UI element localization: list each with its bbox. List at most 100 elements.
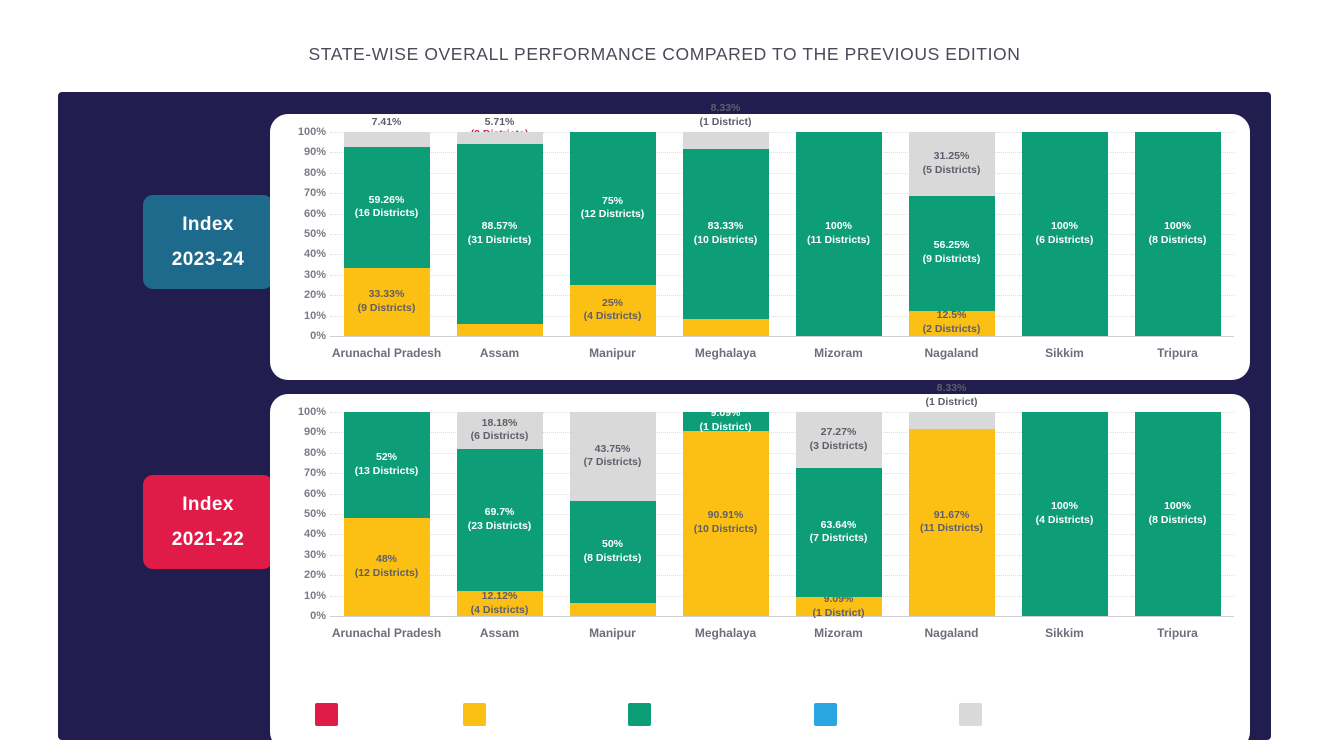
y-axis-tick: 10%	[303, 309, 326, 322]
bar-segment[interactable]: 59.26% (16 Districts)	[343, 147, 430, 269]
bar-segment[interactable]: 5.71%	[456, 116, 543, 144]
bar-segment-label: 90.91% (10 Districts)	[693, 509, 758, 536]
bar-segment-label: 63.64% (7 Districts)	[809, 518, 868, 545]
bar-group[interactable]: 100% (8 Districts)	[1134, 132, 1221, 336]
bar-segment-label: 56.25% (9 Districts)	[922, 239, 981, 266]
bar-segment[interactable]: 100% (6 Districts)	[1021, 132, 1108, 336]
legend-label: Performer (50-64)	[494, 707, 606, 722]
bar-segment[interactable]: 43.75% (7 Districts)	[569, 412, 656, 502]
bar-segment[interactable]: 8.33%(1 District)	[908, 382, 995, 429]
bar-segment-label: 27.27% (3 Districts)	[809, 425, 868, 452]
bar-segment[interactable]: 31.25% (5 Districts)	[908, 132, 995, 196]
bar-segment-label: 50% (8 Districts)	[583, 538, 642, 565]
gridline	[330, 575, 1234, 577]
bar-segment-label: 91.67% (11 Districts)	[919, 508, 984, 535]
page-title: STATE-WISE OVERALL PERFORMANCE COMPARED …	[308, 44, 1021, 64]
bar-group[interactable]: 100% (11 Districts)	[795, 132, 882, 336]
bar-segment-label: 7.41%	[371, 116, 402, 129]
bar-group[interactable]: 8.33%(1 District) 83.33%(10 Districts) 8.3…	[682, 102, 769, 336]
bar-group[interactable]: 5.71%(2 Districts)88.57%(31 Districts)(2…	[456, 116, 543, 336]
bar-segment[interactable]: 69.7% (23 Districts)	[456, 449, 543, 592]
index-badge-2021-22: Index 2021-22	[143, 475, 273, 569]
gridline	[330, 616, 1234, 617]
bar-segment[interactable]: 52% (13 Districts)	[343, 412, 430, 519]
bar-segment[interactable]: 100% (11 Districts)	[795, 132, 882, 336]
y-axis: 100% 90% 80% 70% 60% 50% 40% 30% 20% 10% 0%	[284, 406, 326, 622]
legend-label: Aspirant (0-49)	[346, 707, 441, 722]
bar-segment[interactable]: 12.12% (4 Districts)	[456, 589, 543, 616]
gridline	[330, 554, 1234, 556]
bar-group[interactable]: 33.33%(9 Districts)59.26%(16 Districts)(…	[343, 116, 430, 336]
bar-segment[interactable]: 100% (8 Districts)	[1134, 412, 1221, 616]
bar-segment[interactable]: 7.41%	[343, 116, 430, 148]
gridline	[330, 534, 1234, 536]
bar-segment[interactable]: 9.09% (1 District)	[795, 593, 882, 619]
bar-segment[interactable]: 33.33% (9 Districts)	[343, 268, 430, 336]
bar-segment[interactable]: 100% (8 Districts)	[1134, 132, 1221, 336]
bar-segment-label: 88.57% (31 Districts)	[467, 220, 532, 247]
y-axis-tick: 70%	[303, 187, 326, 200]
bar-group[interactable]: 12.5% (2 Districts) 56.25% (9 Districts) 31.…	[908, 132, 995, 336]
y-axis-tick: 30%	[303, 548, 326, 561]
legend-item[interactable]: Front Runner (65-99)	[627, 703, 792, 726]
legend-item[interactable]: Performer (50-64)	[462, 703, 606, 726]
bar-segment[interactable]: 63.64% (7 Districts)	[795, 467, 882, 598]
bar-segment[interactable]: 6.25%(1 District)	[569, 574, 656, 616]
x-axis-label: Tripura	[1157, 626, 1198, 640]
bar-segment[interactable]: 56.25% (9 Districts)	[908, 195, 995, 311]
bar-group[interactable]: 12.12% (4 Districts) 69.7% (23 Districts) 18…	[456, 412, 543, 616]
bar-segment[interactable]: 50% (8 Districts)	[569, 501, 656, 604]
y-axis-tick: 60%	[303, 487, 326, 500]
bar-segment[interactable]: 12.5% (2 Districts)	[908, 309, 995, 336]
bar-segment[interactable]: 91.67% (11 Districts)	[908, 429, 995, 616]
y-axis-tick: 20%	[303, 569, 326, 582]
bar-segment[interactable]: 9.09% (1 District)	[682, 407, 769, 433]
y-axis-tick: 0%	[310, 610, 326, 622]
bar-segment[interactable]: 90.91% (10 Districts)	[682, 430, 769, 616]
bar-segment[interactable]: 88.57% (31 Districts)	[456, 143, 543, 325]
index-badge-bottom-line1: Index	[182, 493, 234, 515]
legend-item[interactable]: Aspirant (0-49)	[314, 703, 441, 726]
bar-segment-label: 25% (4 Districts)	[583, 296, 642, 323]
bar-segment-label: 52% (13 Districts)	[354, 451, 419, 478]
bar-group[interactable]: 91.67% (11 Districts) 8.33% (1 District)	[908, 382, 995, 616]
bar-group[interactable]: 48% (12 Districts) 52% (13 Districts)	[343, 412, 430, 616]
gridline	[330, 193, 1234, 195]
bar-group[interactable]: 100% (8 Districts)	[1134, 412, 1221, 616]
bar-group[interactable]: 25% (4 Districts) 75% (12 Districts)	[569, 132, 656, 336]
y-axis: 100% 90% 80% 70% 60% 50% 40% 30% 20% 10% 0%	[284, 126, 326, 342]
legend-swatch	[959, 703, 983, 726]
bar-segment-label: 12.12% (4 Districts)	[470, 589, 529, 616]
bar-segment[interactable]: 48% (12 Districts)	[343, 518, 430, 616]
bar-segment-label: 18.18% (6 Districts)	[470, 416, 529, 443]
bar-group[interactable]: 6.25%(1 District) 50%(8 Districts) 43.75%(…	[569, 412, 656, 616]
bar-segment[interactable]: 27.27% (3 Districts)	[795, 412, 882, 468]
gridline	[330, 514, 1234, 515]
y-axis-tick: 100%	[297, 126, 326, 138]
plot-area: 48% (12 Districts) 52% (13 Districts) 12.12%…	[330, 382, 1234, 619]
bar-segment-label: 8.33%(1 District)	[925, 382, 978, 409]
x-axis-label: Sikkim	[1045, 626, 1084, 640]
bar-segment[interactable]: 83.33% (10 Districts)	[682, 149, 769, 320]
chart-legend: Aspirant (0-49) Performer (50-64) Front Ru…	[58, 703, 1271, 726]
legend-item[interactable]: Achiever (100)	[813, 703, 938, 726]
y-axis-tick: 90%	[303, 426, 326, 439]
bar-segment[interactable]: 18.18% (6 Districts)	[456, 412, 543, 450]
bar-segment[interactable]: 8.33%(1 District)	[682, 102, 769, 150]
legend-item[interactable]: N/A	[959, 703, 1014, 726]
bar-group[interactable]: 100% (6 Districts)	[1021, 132, 1108, 336]
bar-segment[interactable]: 25% (4 Districts)	[569, 285, 656, 336]
gridline	[330, 412, 1234, 413]
bar-segment[interactable]: 100% (4 Districts)	[1021, 412, 1108, 616]
y-axis-tick: 90%	[303, 146, 326, 159]
bar-segment-label: 100% (6 Districts)	[1035, 220, 1094, 246]
bar-segment[interactable]: 8.33%(1 District)	[682, 289, 769, 336]
bar-group[interactable]: 9.09% (1 District) 63.64% (7 Districts) 27.2…	[795, 412, 882, 619]
bar-segment[interactable]: 5.71%(2 Districts)	[456, 295, 543, 336]
y-axis-tick: 100%	[297, 406, 326, 418]
bar-group[interactable]: 90.91% (10 Districts) 9.09% (1 District)	[682, 407, 769, 616]
bar-segment-label: 59.26% (16 Districts)	[354, 193, 419, 220]
bar-segment[interactable]: 75% (12 Districts)	[569, 132, 656, 285]
bar-group[interactable]: 100% (4 Districts)	[1021, 412, 1108, 616]
y-axis-tick: 70%	[303, 467, 326, 480]
